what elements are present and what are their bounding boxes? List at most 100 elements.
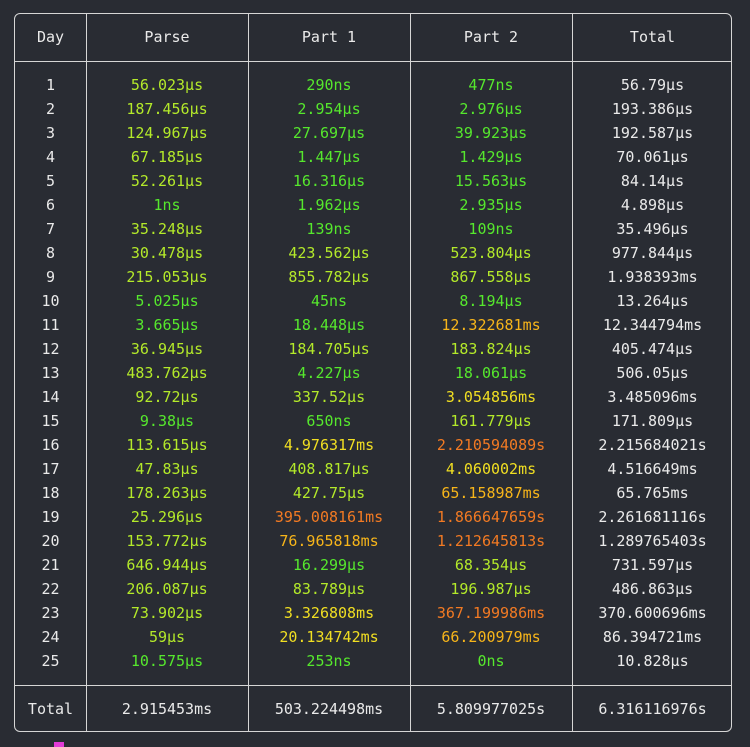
total-cell: 1.938393ms	[607, 268, 698, 286]
total-cell: 731.597µs	[611, 556, 694, 574]
total-cell: 192.587µs	[611, 124, 694, 142]
part-1-cell: 18.448µs	[292, 316, 366, 334]
footer-parse: 2.915453ms	[121, 700, 213, 718]
table-row: 14 92.72µs 337.52µs 3.054856ms 3.485096ms	[15, 385, 733, 409]
total-cell: 4.898µs	[620, 196, 685, 214]
table-row: 16 113.615µs 4.976317ms 2.210594089s 2.21568…	[15, 433, 733, 457]
total-cell: 10.828µs	[616, 652, 689, 670]
parse-cell: 124.967µs	[126, 124, 208, 142]
total-cell: 405.474µs	[611, 340, 694, 358]
parse-cell: 36.945µs	[130, 340, 204, 358]
header-part-2: Part 2	[463, 28, 519, 46]
total-cell: 171.809µs	[611, 412, 694, 430]
part-2-cell: 12.322681ms	[441, 316, 541, 334]
total-cell: 86.394721ms	[602, 628, 703, 646]
part-1-cell: 253ns	[306, 652, 352, 670]
total-cell: 13.264µs	[616, 292, 689, 310]
total-cell: 35.496µs	[616, 220, 689, 238]
part-1-cell: 184.705µs	[288, 340, 370, 358]
part-2-cell: 867.558µs	[450, 268, 532, 286]
part-1-cell: 1.962µs	[297, 196, 361, 214]
part-1-cell: 290ns	[306, 76, 352, 94]
part-1-cell: 3.326808ms	[283, 604, 375, 622]
day-cell: 25	[41, 652, 60, 670]
part-2-cell: 66.200979ms	[441, 628, 541, 646]
column-divider	[86, 14, 87, 731]
footer-total: 6.316116976s	[598, 700, 707, 718]
part-2-cell: 1.212645813s	[436, 532, 546, 550]
part-2-cell: 183.824µs	[450, 340, 532, 358]
table-row: 1 56.023µs 290ns 477ns 56.79µs	[15, 73, 733, 97]
parse-cell: 59µs	[148, 628, 186, 646]
part-1-cell: 337.52µs	[292, 388, 366, 406]
part-1-cell: 427.75µs	[292, 484, 366, 502]
parse-cell: 10.575µs	[130, 652, 204, 670]
day-cell: 2	[45, 100, 56, 118]
part-2-cell: 1.429µs	[459, 148, 523, 166]
column-divider	[572, 14, 573, 731]
day-cell: 17	[41, 460, 60, 478]
table-row: 21 646.944µs 16.299µs 68.354µs 731.597µs	[15, 553, 733, 577]
day-cell: 7	[45, 220, 56, 238]
part-2-cell: 109ns	[468, 220, 514, 238]
parse-cell: 47.83µs	[135, 460, 199, 478]
part-2-cell: 477ns	[468, 76, 514, 94]
part-1-cell: 83.789µs	[292, 580, 366, 598]
part-2-cell: 8.194µs	[459, 292, 523, 310]
total-cell: 4.516649ms	[607, 460, 698, 478]
part-1-cell: 1.447µs	[297, 148, 361, 166]
parse-cell: 9.38µs	[139, 412, 195, 430]
footer-label: Total	[27, 700, 74, 718]
part-2-cell: 65.158987ms	[441, 484, 541, 502]
day-cell: 24	[41, 628, 60, 646]
day-cell: 6	[45, 196, 56, 214]
footer-divider	[15, 685, 731, 686]
total-cell: 56.79µs	[620, 76, 685, 94]
total-cell: 12.344794ms	[602, 316, 703, 334]
parse-cell: 3.665µs	[135, 316, 199, 334]
day-cell: 9	[45, 268, 56, 286]
parse-cell: 5.025µs	[135, 292, 199, 310]
header-divider	[15, 61, 731, 62]
part-1-cell: 855.782µs	[288, 268, 370, 286]
part-1-cell: 423.562µs	[288, 244, 370, 262]
part-2-cell: 3.054856ms	[445, 388, 537, 406]
day-cell: 5	[45, 172, 56, 190]
total-cell: 3.485096ms	[607, 388, 698, 406]
day-cell: 22	[41, 580, 60, 598]
day-cell: 8	[45, 244, 56, 262]
table-row: 5 52.261µs 16.316µs 15.563µs 84.14µs	[15, 169, 733, 193]
part-1-cell: 408.817µs	[288, 460, 370, 478]
total-cell: 84.14µs	[620, 172, 685, 190]
parse-cell: 25.296µs	[130, 508, 204, 526]
total-cell: 70.061µs	[616, 148, 689, 166]
part-2-cell: 68.354µs	[454, 556, 528, 574]
table-row: 10 5.025µs 45ns 8.194µs 13.264µs	[15, 289, 733, 313]
total-cell: 370.600696ms	[598, 604, 707, 622]
parse-cell: 73.902µs	[130, 604, 204, 622]
part-1-cell: 2.954µs	[297, 100, 361, 118]
parse-cell: 153.772µs	[126, 532, 208, 550]
day-cell: 16	[41, 436, 60, 454]
table-row: 9 215.053µs 855.782µs 867.558µs 1.938393ms	[15, 265, 733, 289]
part-2-cell: 18.061µs	[454, 364, 528, 382]
part-1-cell: 27.697µs	[292, 124, 366, 142]
day-cell: 1	[45, 76, 56, 94]
table-row: 6 1ns 1.962µs 2.935µs 4.898µs	[15, 193, 733, 217]
table-row: 12 36.945µs 184.705µs 183.824µs 405.474µs	[15, 337, 733, 361]
total-cell: 506.05µs	[616, 364, 689, 382]
part-2-cell: 0ns	[477, 652, 505, 670]
part-2-cell: 2.210594089s	[436, 436, 546, 454]
parse-cell: 215.053µs	[126, 268, 208, 286]
part-1-cell: 76.965818ms	[279, 532, 379, 550]
day-cell: 18	[41, 484, 60, 502]
table-row: 3 124.967µs 27.697µs 39.923µs 192.587µs	[15, 121, 733, 145]
parse-cell: 52.261µs	[130, 172, 204, 190]
header-total: Total	[629, 28, 676, 46]
table-row: 25 10.575µs 253ns 0ns 10.828µs	[15, 649, 733, 673]
table-row: 4 67.185µs 1.447µs 1.429µs 70.061µs	[15, 145, 733, 169]
parse-cell: 113.615µs	[126, 436, 208, 454]
total-cell: 65.765ms	[616, 484, 689, 502]
parse-cell: 1ns	[153, 196, 181, 214]
part-1-cell: 4.227µs	[297, 364, 361, 382]
